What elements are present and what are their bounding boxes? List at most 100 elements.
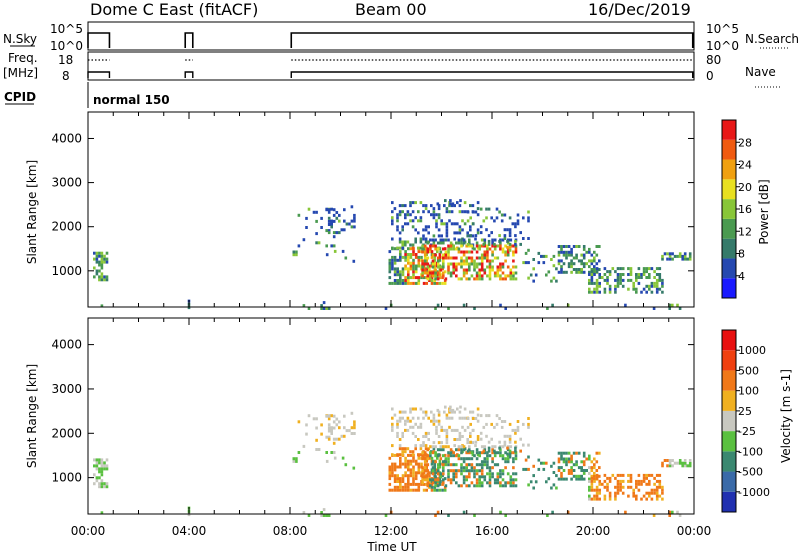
power-cell-300 — [391, 216, 394, 220]
power-cell-648 — [480, 238, 484, 242]
velocity-cell-127 — [391, 462, 394, 466]
power-cell-167 — [404, 255, 407, 259]
nsky-trace-2 — [290, 32, 694, 48]
velocity-cell-609 — [468, 445, 471, 449]
nsearch-tick-bottom: 10^0 — [706, 39, 739, 53]
velocity-cell-543 — [447, 460, 450, 464]
velocity-cell-256 — [430, 456, 434, 460]
power-cell-595 — [465, 268, 468, 272]
velocity-cell-354 — [419, 453, 423, 457]
velocity-cell-151 — [399, 462, 402, 466]
velocity-cell-700 — [499, 448, 502, 452]
power-cell-236 — [425, 258, 428, 262]
velocity-cell-753 — [479, 431, 483, 435]
velocity-cell-304 — [396, 453, 399, 457]
power-cell-1022 — [653, 281, 656, 285]
power-cell-605 — [468, 256, 471, 260]
power-cell-397 — [437, 207, 441, 211]
velocity-cell-1086 — [449, 405, 452, 409]
velocity-cell-1027 — [655, 491, 659, 495]
power-cell-622 — [475, 277, 479, 281]
power-cell-673 — [491, 268, 494, 272]
power-cell-1069 — [462, 303, 466, 307]
power-cell-242 — [428, 273, 431, 277]
velocity-cell-159 — [401, 462, 405, 466]
power-cell-2 — [93, 257, 96, 261]
power-cell-646 — [480, 253, 484, 257]
velocity-cell-1048 — [668, 459, 672, 462]
velocity-cell-12 — [98, 476, 101, 480]
power-cell-170 — [407, 281, 410, 285]
power-cell-961 — [614, 287, 617, 291]
velocity-cell-178 — [407, 462, 410, 466]
velocity-cell-790 — [514, 449, 517, 453]
velocity-cell-87 — [332, 437, 336, 441]
power-cell-1015 — [648, 273, 651, 276]
velocity-cell-171 — [407, 485, 410, 489]
velocity-cell-524 — [442, 478, 445, 482]
power-cell-495 — [431, 271, 435, 275]
power-cell-685 — [493, 244, 497, 248]
power-cell-158 — [401, 267, 405, 271]
velocity-cell-833 — [557, 469, 561, 472]
power-cell-147 — [399, 276, 402, 280]
velocity-cell-947 — [603, 485, 607, 489]
power-cell-579 — [460, 256, 463, 260]
power-cell-161 — [404, 281, 407, 285]
power-cell-1028 — [655, 281, 659, 285]
power-cell-960 — [614, 290, 617, 294]
velocity-cell-935 — [595, 488, 599, 492]
power-cell-441 — [463, 201, 467, 205]
power-cell-150 — [399, 258, 402, 262]
power-cell-989 — [632, 284, 635, 288]
velocity-cell-10 — [98, 485, 101, 489]
power-cell-888 — [582, 256, 586, 260]
velocity-cell-198 — [412, 456, 415, 460]
velocity-cell-352 — [417, 425, 420, 429]
power-cell-535 — [444, 253, 448, 257]
velocity-cell-941 — [598, 488, 601, 492]
freq-tick-bottom: 8 — [62, 69, 70, 83]
power-cell-632 — [478, 274, 481, 278]
velocity-cell-521 — [439, 448, 443, 452]
velocity-cell-549 — [449, 478, 453, 482]
velocity-cell-359 — [419, 407, 423, 411]
velocity-ytick-label-1: 2000 — [51, 426, 82, 440]
power-cell-86 — [330, 219, 333, 223]
power-cell-894 — [588, 270, 591, 274]
velocity-cell-732 — [512, 466, 515, 470]
velocity-cell-1036 — [658, 473, 662, 477]
velocity-cell-600 — [465, 451, 468, 455]
power-cell-508 — [434, 244, 437, 248]
power-cell-1082 — [678, 307, 682, 310]
velocity-cell-634 — [478, 475, 481, 479]
velocity-cell-17 — [100, 485, 104, 489]
power-cell-769 — [495, 207, 499, 211]
vel-cb-swatch-1 — [722, 471, 736, 492]
power-cell-316 — [398, 204, 402, 208]
velocity-cell-1002 — [640, 479, 643, 483]
power-cell-381 — [432, 240, 436, 244]
velocity-cell-955 — [608, 494, 612, 498]
power-cell-890 — [582, 247, 586, 251]
power-cell-497 — [431, 262, 435, 266]
velocity-cell-369 — [424, 435, 428, 438]
velocity-cell-892 — [585, 469, 588, 472]
power-cell-395 — [437, 216, 441, 220]
velocity-cell-900 — [590, 469, 594, 472]
power-cell-118 — [388, 264, 392, 268]
velocity-cell-593 — [465, 484, 468, 488]
velocity-cell-908 — [593, 457, 596, 461]
velocity-cell-275 — [438, 488, 442, 492]
power-cell-857 — [567, 253, 571, 257]
velocity-cell-429 — [458, 435, 462, 438]
power-cell-127 — [391, 255, 394, 259]
power-cell-517 — [436, 241, 440, 245]
power-cell-5 — [95, 269, 99, 273]
power-cell-558 — [452, 262, 455, 266]
velocity-cell-739 — [514, 457, 518, 461]
power-cell-223 — [422, 281, 426, 285]
power-cell-413 — [448, 210, 451, 214]
power-cell-873 — [575, 256, 578, 260]
freq-tick-top: 18 — [58, 53, 73, 67]
